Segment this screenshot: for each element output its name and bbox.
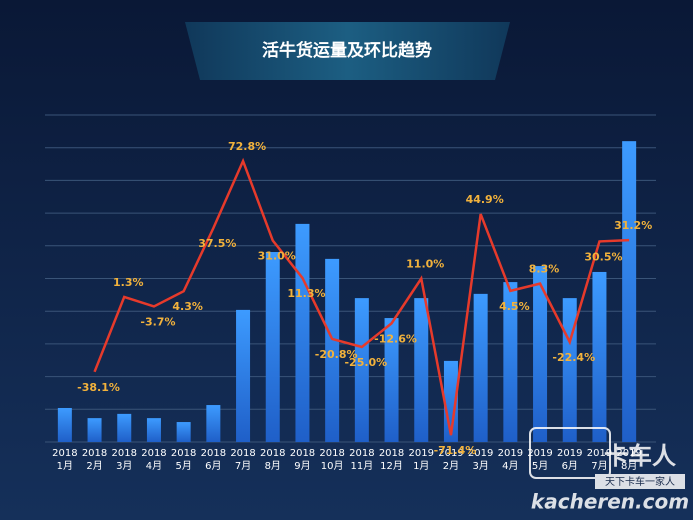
bar [57,407,72,442]
data-label: 31.0% [258,249,296,262]
data-label: -20.8% [315,348,358,361]
data-label: 11.3% [287,287,325,300]
data-label: 8.3% [529,263,560,276]
bar [592,271,607,442]
x-tick-label: 2019 [616,448,641,459]
data-label: -38.1% [77,381,120,394]
x-tick-label: 10月 [321,460,344,472]
x-tick-label: 8月 [265,460,281,472]
bar [473,293,488,442]
truck-icon [529,427,611,479]
watermark-slogan: 天下卡车一家人 [605,475,675,488]
bar [295,223,310,442]
x-tick-label: 6月 [562,460,578,472]
bar [562,298,577,442]
watermark-site: kacheren.com [531,490,689,514]
data-label: -3.7% [140,315,175,328]
bar [87,418,102,442]
x-tick-label: 2018 [290,448,315,459]
data-label: -12.6% [374,332,417,345]
x-tick-label: 2018 [112,448,137,459]
x-tick-label: 5月 [532,460,548,472]
bar [533,266,548,442]
x-tick-label: 2019 [498,448,523,459]
data-label: 4.5% [499,300,530,313]
x-tick-label: 2018 [319,448,344,459]
bar [146,418,161,442]
bar [236,309,251,442]
x-tick-label: 6月 [205,460,221,472]
watermark: 卡车人 天下卡车一家人 kacheren.com [529,427,689,514]
data-label: 31.2% [614,219,652,232]
x-tick-label: 2019 [557,448,582,459]
x-tick-label: 2月 [86,460,102,472]
x-tick-label: 2018 [141,448,166,459]
x-tick-label: 2018 [379,448,404,459]
x-tick-label: 12月 [380,460,403,472]
x-tick-label: 7月 [235,460,251,472]
bar [622,141,637,442]
data-label: 37.5% [198,237,236,250]
x-tick-label: 3月 [472,460,488,472]
x-tick-label: 5月 [175,460,191,472]
x-tick-label: 2019 [409,448,434,459]
bar [503,282,518,442]
bar [414,298,429,442]
bar [206,405,221,442]
bar [176,422,191,442]
bar [384,318,399,442]
x-tick-label: 9月 [294,460,310,472]
data-label: 1.3% [113,276,144,289]
data-label: 44.9% [466,193,504,206]
data-label: -71.4% [434,444,477,457]
x-tick-label: 2月 [443,460,459,472]
data-label: -25.0% [344,356,387,369]
x-tick-label: 2018 [82,448,107,459]
x-tick-label: 2019 [468,448,493,459]
x-tick-label: 2019 [527,448,552,459]
x-tick-label: 11月 [350,460,373,472]
data-label: 11.0% [406,258,444,271]
x-tick-label: 8月 [621,460,637,472]
title-banner [185,22,510,80]
x-tick-label: 2018 [349,448,374,459]
data-label: 4.3% [172,300,203,313]
x-tick-label: 3月 [116,460,132,472]
watermark-brand: 卡车人 [604,442,676,470]
x-tick-label: 2018 [230,448,255,459]
chart-title: 活牛货运量及环比趋势 [262,40,432,61]
x-tick-label: 2018 [171,448,196,459]
bar [325,258,340,442]
bar [354,298,369,442]
bar [265,252,280,442]
data-label: -22.4% [552,351,595,364]
x-tick-label: 2019 [587,448,612,459]
data-label: 72.8% [228,140,266,153]
slogan-box [595,474,685,489]
x-tick-label: 1月 [413,460,429,472]
x-tick-label: 7月 [591,460,607,472]
bar [117,413,132,442]
x-tick-label: 1月 [57,460,73,472]
line [93,157,630,436]
x-tick-label: 4月 [502,460,518,472]
x-tick-label: 2018 [201,448,226,459]
x-tick-label: 2018 [260,448,285,459]
x-tick-label: 2019 [438,448,463,459]
x-tick-label: 4月 [146,460,162,472]
x-tick-label: 2018 [52,448,77,459]
data-label: 30.5% [584,250,622,263]
